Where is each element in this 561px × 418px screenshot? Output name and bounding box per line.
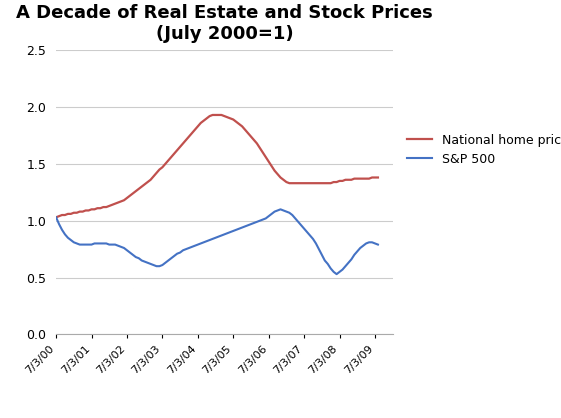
National home prices bbox=[375, 175, 381, 180]
S&P 500 bbox=[147, 261, 154, 266]
Legend: National home prices, S&P 500: National home prices, S&P 500 bbox=[402, 128, 561, 171]
National home prices bbox=[147, 177, 154, 182]
National home prices bbox=[283, 180, 290, 185]
S&P 500 bbox=[53, 215, 59, 220]
S&P 500 bbox=[371, 241, 378, 246]
S&P 500 bbox=[375, 242, 381, 247]
S&P 500 bbox=[283, 209, 290, 214]
S&P 500 bbox=[209, 237, 216, 242]
S&P 500 bbox=[277, 207, 284, 212]
National home prices bbox=[357, 176, 364, 181]
S&P 500 bbox=[333, 272, 340, 277]
S&P 500 bbox=[360, 243, 366, 248]
National home prices bbox=[369, 175, 375, 180]
Line: National home prices: National home prices bbox=[56, 115, 378, 217]
National home prices bbox=[53, 215, 59, 220]
National home prices bbox=[200, 118, 207, 123]
National home prices bbox=[212, 112, 219, 117]
Title: A Decade of Real Estate and Stock Prices
(July 2000=1): A Decade of Real Estate and Stock Prices… bbox=[16, 4, 433, 43]
Line: S&P 500: S&P 500 bbox=[56, 209, 378, 274]
National home prices bbox=[209, 112, 216, 117]
S&P 500 bbox=[200, 240, 207, 245]
